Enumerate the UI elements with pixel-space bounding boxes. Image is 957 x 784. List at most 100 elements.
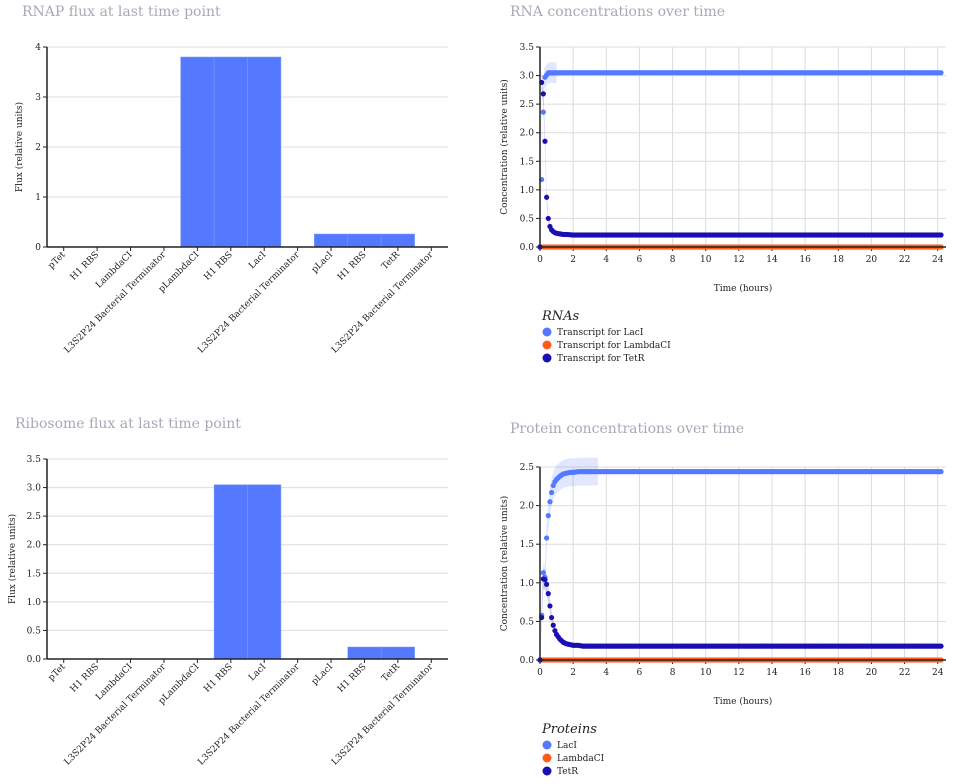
y-tick-label: 1.0 — [27, 598, 42, 608]
x-tick-label: H1 RBS — [69, 250, 102, 283]
rna-concentration-chart: RNA concentrations over time 0.0 0.5 1.0 1.… — [480, 0, 957, 380]
x-tick-label: 12 — [733, 668, 744, 678]
y-axis-title: Concentration (relative units) — [499, 79, 510, 215]
bar — [347, 233, 382, 248]
y-tick-label: 1.0 — [520, 579, 535, 589]
point-laci — [540, 570, 546, 576]
rna-chart-title: RNA concentrations over time — [510, 4, 726, 20]
x-tick-label: H1 RBS — [336, 250, 369, 283]
rnap-flux-chart: RNAP flux at last time point 0 1 2 3 4 pTet H1… — [0, 0, 470, 370]
rna-concentration-plot: 0.00.51.01.52.02.53.03.50 2 4 6 8 10 12 14 16 18 2… — [499, 43, 946, 364]
series-band — [540, 457, 598, 660]
x-tick-label: LacI — [247, 662, 268, 683]
x-tick-label: 16 — [799, 255, 811, 265]
y-tick-label: 2.0 — [520, 129, 535, 139]
y-tick-label: 3.5 — [27, 455, 42, 465]
y-tick-label: 0.5 — [27, 626, 42, 636]
point-transcript-for-laci — [540, 109, 546, 115]
y-tick-label: 2.5 — [520, 463, 535, 473]
y-tick-label: 3.5 — [520, 43, 535, 53]
x-tick-label: 4 — [603, 255, 609, 265]
point-transcript-for-tetr — [540, 91, 546, 97]
x-tick-label: 8 — [670, 255, 676, 265]
point-laci — [547, 499, 553, 505]
x-tick-label: 8 — [670, 668, 676, 678]
point-laci — [938, 469, 944, 475]
x-tick-label: 24 — [932, 668, 944, 678]
legend-title: RNAs — [541, 309, 580, 324]
y-tick-label: 1.5 — [520, 157, 535, 167]
x-tick-label: LacI — [247, 250, 268, 271]
x-tick-label: pTet — [47, 250, 68, 271]
legend-marker — [542, 753, 552, 763]
y-tick-label: 4 — [35, 43, 41, 53]
ribosome-chart-title: Ribosome flux at last time point — [15, 416, 241, 432]
x-tick-label: pTet — [47, 662, 68, 683]
y-tick-label: 2.0 — [520, 502, 535, 512]
legend-label: LacI — [557, 741, 577, 751]
x-tick-label: 0 — [537, 255, 543, 265]
x-tick-label: 20 — [866, 668, 878, 678]
point-transcript-for-tetr — [542, 138, 548, 144]
x-tick-label: H1 RBS — [202, 662, 235, 695]
legend-marker — [542, 353, 552, 363]
point-transcript-for-tetr — [545, 215, 551, 222]
point-laci — [549, 489, 555, 496]
legend-label: LambdaCI — [557, 754, 605, 764]
series-band — [540, 62, 557, 247]
bar — [247, 484, 282, 660]
y-tick-label: 2.5 — [27, 512, 42, 522]
x-tick-label: 20 — [866, 255, 878, 265]
y-axis-title: Concentration (relative units) — [499, 496, 510, 632]
point-transcript-for-tetr — [544, 194, 550, 200]
point-tetr — [544, 581, 550, 587]
x-tick-label: 4 — [603, 668, 609, 678]
y-tick-label: 1 — [35, 193, 41, 203]
y-tick-label: 0 — [35, 243, 41, 253]
protein-chart-title: Protein concentrations over time — [510, 421, 745, 437]
x-tick-label: TetR — [380, 662, 402, 684]
y-tick-label: 1.0 — [520, 186, 535, 196]
x-tick-label: 12 — [733, 255, 744, 265]
legend-label: Transcript for LacI — [557, 328, 644, 338]
x-tick-label: 14 — [766, 668, 778, 678]
y-tick-label: 2 — [35, 143, 41, 153]
y-tick-label: 1.5 — [27, 569, 42, 579]
y-tick-label: 0.0 — [27, 655, 42, 665]
x-tick-label: 22 — [899, 255, 910, 265]
ribosome-flux-chart: Ribosome flux at last time point 0.0 0.5 1… — [0, 410, 470, 784]
bar — [180, 56, 215, 248]
x-tick-label: pLacI — [310, 250, 336, 276]
x-tick-label: 18 — [833, 255, 845, 265]
y-tick-label: 0.5 — [520, 214, 535, 224]
x-tick-label: 22 — [899, 668, 910, 678]
x-tick-label: TetR — [380, 250, 402, 272]
bar — [213, 56, 248, 248]
x-tick-label: H1 RBS — [336, 662, 369, 695]
x-axis-title: Time (hours) — [714, 283, 773, 294]
legend-label: Transcript for TetR — [557, 354, 645, 364]
legend-marker — [542, 766, 552, 776]
y-axis-title: Flux (relative units) — [14, 102, 25, 192]
point-transcript-for-tetr — [938, 232, 944, 238]
legend-label: Transcript for LambdaCI — [557, 341, 671, 351]
point-transcript-for-laci — [938, 70, 944, 76]
point-tetr — [542, 577, 548, 583]
y-tick-label: 3.0 — [520, 72, 535, 82]
y-tick-label: 0.0 — [520, 656, 535, 666]
point-tetr — [545, 591, 551, 597]
rnap-chart-title: RNAP flux at last time point — [22, 4, 221, 20]
point-laci — [545, 513, 551, 519]
x-tick-label: 0 — [537, 668, 543, 678]
legend-marker — [542, 340, 552, 350]
legend-marker — [542, 740, 552, 750]
point-tetr — [549, 614, 555, 621]
x-tick-label: 16 — [799, 668, 811, 678]
legend-label: TetR — [557, 767, 578, 777]
x-tick-label: 6 — [637, 255, 643, 265]
protein-concentration-chart: Protein concentrations over time 0.0 0.5 1… — [480, 415, 957, 784]
point-tetr — [938, 643, 944, 649]
bar — [314, 233, 349, 248]
